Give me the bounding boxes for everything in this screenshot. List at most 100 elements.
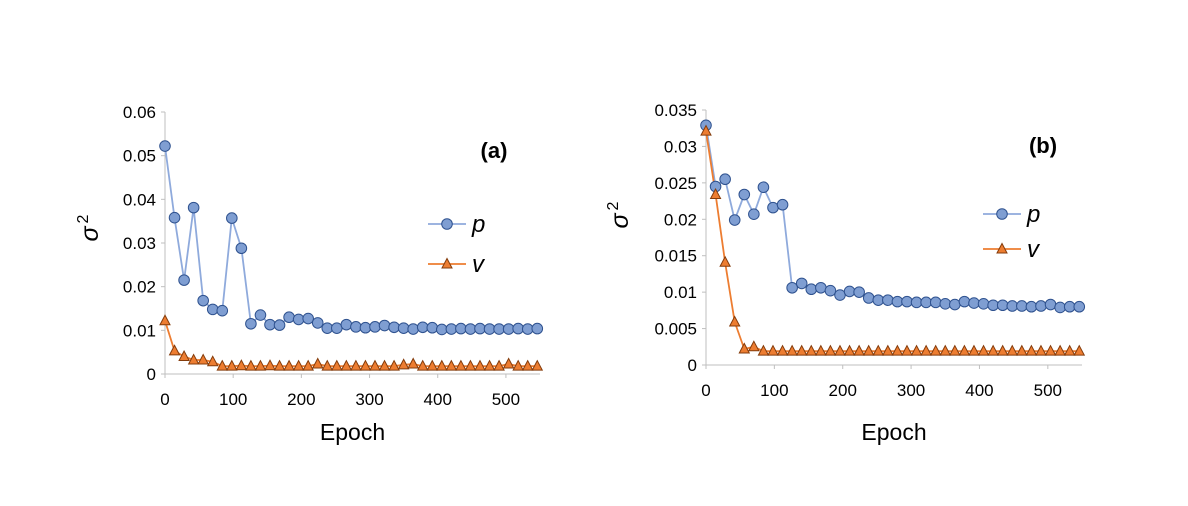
x-tick-label: 400: [965, 381, 993, 400]
data-point-v: [795, 344, 808, 356]
data-point-v: [1035, 344, 1047, 356]
data-point-v: [350, 359, 362, 371]
data-point-p: [493, 323, 505, 335]
data-point-p: [996, 299, 1009, 312]
data-point-p: [512, 322, 524, 335]
y-tick-label: 0.02: [664, 210, 697, 229]
data-point-p: [891, 295, 904, 308]
data-point-v: [786, 344, 798, 356]
data-point-p: [757, 181, 770, 194]
data-point-p: [815, 281, 827, 294]
legend-label-p: p: [1026, 201, 1040, 228]
x-tick-label: 300: [897, 381, 925, 400]
data-point-v: [805, 344, 818, 356]
data-point-p: [311, 317, 324, 329]
data-point-p: [795, 277, 808, 290]
data-point-p: [464, 323, 477, 335]
data-point-p: [1016, 300, 1028, 312]
data-point-p: [331, 322, 343, 334]
x-tick-label: 100: [760, 381, 788, 400]
data-point-p: [1054, 301, 1066, 314]
data-point-p: [502, 323, 515, 335]
data-point-v: [862, 344, 875, 356]
y-axis-title: σ2: [75, 214, 104, 241]
chart-panel-b: 0 0.005 0.01 0.015 0.02 0.025 0.03 0.035 0 100 200…: [605, 101, 1086, 445]
data-point-p: [834, 289, 846, 301]
data-point-p: [474, 322, 486, 335]
data-point-v: [843, 344, 856, 356]
data-point-v: [225, 359, 238, 371]
legend-marker-p: [996, 208, 1008, 220]
y-tick-label: 0.02: [123, 278, 156, 297]
series-line-v: [705, 130, 1080, 353]
data-point-v: [197, 353, 210, 365]
y-tick-label: 0: [147, 365, 156, 384]
chart-panel-a: 0 0.01 0.02 0.03 0.04 0.05 0.06 0 100 200 300 400 50…: [75, 103, 544, 445]
data-point-v: [1063, 344, 1076, 356]
data-point-v: [910, 344, 923, 356]
data-point-p: [455, 322, 467, 335]
data-point-v: [815, 344, 827, 356]
data-point-v: [767, 344, 779, 356]
data-point-p: [719, 173, 731, 186]
data-point-p: [824, 284, 837, 297]
data-point-p: [178, 274, 190, 286]
data-point-p: [197, 294, 209, 307]
data-point-p: [397, 322, 410, 334]
data-point-p: [369, 321, 381, 333]
data-point-p: [872, 294, 885, 306]
data-point-v: [929, 344, 942, 356]
data-point-p: [920, 296, 932, 309]
x-tick-label: 400: [424, 390, 452, 409]
data-point-v: [872, 344, 885, 356]
x-tick-label: 0: [160, 390, 169, 409]
data-point-v: [1073, 344, 1086, 356]
data-point-p: [302, 312, 314, 325]
y-tick-label: 0.01: [123, 321, 156, 340]
data-point-v: [776, 344, 789, 356]
data-point-v: [397, 358, 410, 370]
data-point-v: [977, 344, 990, 356]
data-point-v: [283, 359, 295, 371]
data-point-v: [748, 340, 760, 352]
data-point-p: [407, 323, 419, 335]
y-tick-label: 0.06: [123, 103, 156, 122]
data-point-p: [206, 303, 219, 316]
data-point-p: [226, 212, 238, 224]
data-point-p: [748, 208, 760, 220]
data-point-p: [987, 299, 999, 312]
data-point-p: [359, 321, 372, 334]
data-point-v: [512, 359, 525, 371]
data-point-v: [968, 344, 980, 356]
data-point-p: [977, 298, 990, 310]
data-point-p: [853, 286, 865, 298]
data-point-p: [483, 323, 496, 335]
data-point-p: [767, 201, 779, 214]
data-point-p: [445, 323, 458, 335]
data-point-v: [853, 344, 865, 356]
data-point-v: [359, 359, 372, 371]
data-point-p: [929, 296, 942, 309]
data-point-p: [939, 298, 952, 310]
data-point-p: [292, 313, 305, 326]
data-point-v: [709, 187, 722, 200]
data-point-p: [1073, 300, 1086, 313]
y-tick-label: 0.035: [654, 101, 697, 120]
data-point-v: [474, 359, 486, 371]
y-tick-label: 0.01: [664, 283, 697, 302]
x-tick-label: 200: [287, 390, 315, 409]
data-point-p: [843, 285, 856, 298]
data-point-v: [254, 359, 267, 371]
legend-marker-p: [441, 218, 453, 230]
data-point-v: [493, 359, 505, 371]
data-point-v: [738, 342, 751, 354]
y-tick-label: 0.025: [654, 174, 697, 193]
data-point-v: [178, 349, 190, 362]
data-point-p: [426, 321, 439, 334]
data-point-v: [996, 344, 1009, 356]
data-point-p: [805, 283, 818, 296]
data-point-p: [187, 201, 200, 214]
data-point-v: [464, 359, 477, 371]
data-point-v: [728, 315, 741, 327]
